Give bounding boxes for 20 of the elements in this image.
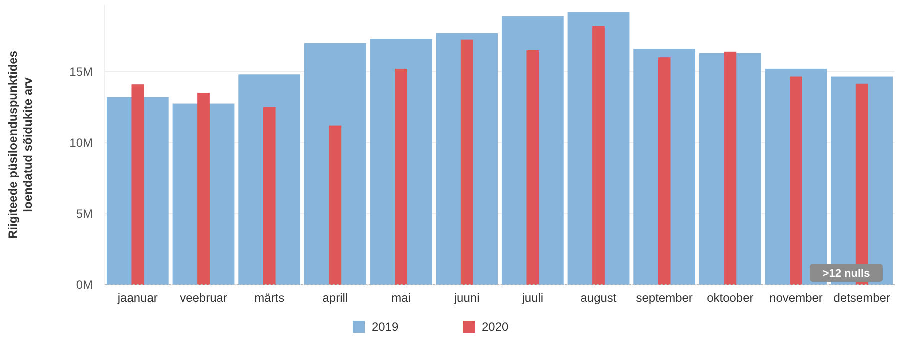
- legend-label: 2020: [482, 320, 510, 334]
- y-tick-label: 15M: [70, 65, 94, 79]
- y-tick-label: 10M: [70, 136, 94, 150]
- legend-label: 2019: [372, 320, 400, 334]
- y-tick-label: 0M: [76, 278, 93, 292]
- x-tick-label: detsember: [834, 291, 890, 305]
- x-tick-label: august: [580, 291, 618, 305]
- x-tick-label: jaanuar: [116, 291, 158, 305]
- y-axis-title: Riigiteede püsiloenduspunktides loendatud sõidukite arv: [6, 50, 35, 240]
- x-tick-label: märts: [254, 291, 285, 305]
- x-tick-label: oktoober: [707, 291, 754, 305]
- x-tick-label: aprill: [322, 291, 348, 305]
- x-tick-label: juuni: [453, 291, 480, 305]
- x-tick-label: juuli: [521, 291, 544, 305]
- x-tick-label: mai: [392, 291, 411, 305]
- x-tick-label: veebruar: [180, 291, 228, 305]
- annotation: >12 nulls: [822, 268, 870, 280]
- y-tick-label: 5M: [76, 207, 93, 222]
- x-tick-label: september: [636, 291, 693, 305]
- x-tick-label: november: [770, 291, 823, 305]
